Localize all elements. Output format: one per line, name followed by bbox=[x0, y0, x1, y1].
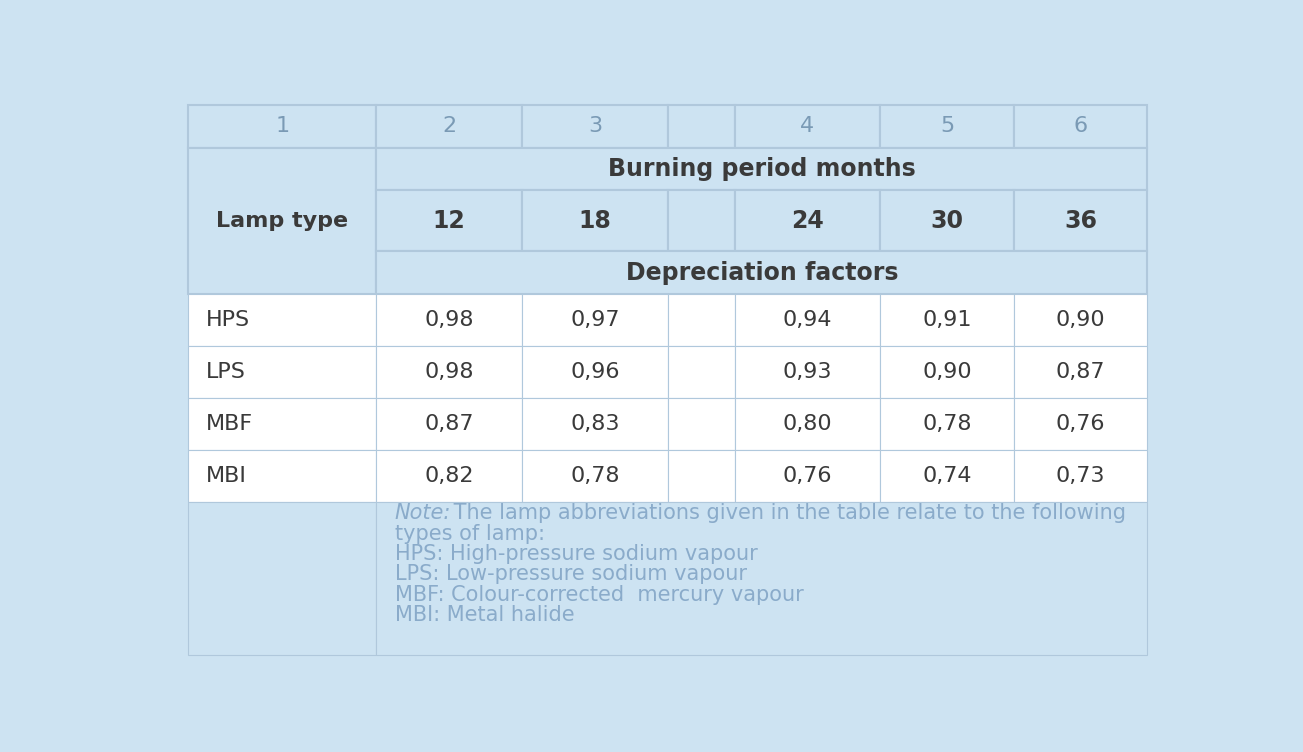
Text: The lamp abbreviations given in the table relate to the following: The lamp abbreviations given in the tabl… bbox=[447, 503, 1126, 523]
Bar bbox=[188, 502, 377, 655]
Text: 0,78: 0,78 bbox=[923, 414, 972, 434]
Bar bbox=[377, 450, 523, 502]
Bar bbox=[735, 190, 881, 251]
Bar bbox=[377, 251, 1148, 294]
Text: 18: 18 bbox=[579, 209, 611, 233]
Bar bbox=[1014, 398, 1148, 450]
Bar bbox=[1014, 450, 1148, 502]
Text: HPS: HPS bbox=[206, 310, 250, 330]
Text: 0,87: 0,87 bbox=[1055, 362, 1105, 382]
Bar bbox=[377, 398, 523, 450]
Bar bbox=[188, 450, 377, 502]
Bar bbox=[523, 450, 667, 502]
Text: 0,78: 0,78 bbox=[571, 466, 620, 486]
Text: 30: 30 bbox=[930, 209, 964, 233]
Text: 0,98: 0,98 bbox=[425, 362, 474, 382]
Text: 24: 24 bbox=[791, 209, 823, 233]
Bar bbox=[523, 105, 667, 147]
Bar bbox=[188, 398, 377, 450]
Text: 0,76: 0,76 bbox=[1055, 414, 1105, 434]
Bar bbox=[377, 502, 1148, 655]
Text: 6: 6 bbox=[1074, 116, 1088, 136]
Bar bbox=[377, 190, 523, 251]
Bar bbox=[1014, 294, 1148, 346]
Text: 12: 12 bbox=[433, 209, 465, 233]
Text: MBF: Colour-corrected  mercury vapour: MBF: Colour-corrected mercury vapour bbox=[395, 585, 803, 605]
Bar bbox=[881, 190, 1014, 251]
Text: 0,87: 0,87 bbox=[425, 414, 474, 434]
Text: 0,73: 0,73 bbox=[1055, 466, 1105, 486]
Text: 1: 1 bbox=[275, 116, 289, 136]
Bar bbox=[188, 346, 377, 398]
Text: HPS: High-pressure sodium vapour: HPS: High-pressure sodium vapour bbox=[395, 544, 757, 564]
Bar bbox=[523, 190, 667, 251]
Bar bbox=[188, 294, 377, 346]
Bar bbox=[881, 398, 1014, 450]
Bar bbox=[188, 105, 377, 147]
Bar bbox=[735, 294, 881, 346]
Text: 0,97: 0,97 bbox=[571, 310, 620, 330]
Bar bbox=[188, 147, 377, 294]
Bar bbox=[523, 398, 667, 450]
Text: 36: 36 bbox=[1065, 209, 1097, 233]
Text: MBF: MBF bbox=[206, 414, 253, 434]
Bar bbox=[881, 346, 1014, 398]
Text: LPS: LPS bbox=[206, 362, 246, 382]
Text: 0,93: 0,93 bbox=[783, 362, 833, 382]
Bar bbox=[377, 346, 523, 398]
Bar bbox=[667, 450, 735, 502]
Bar bbox=[1014, 346, 1148, 398]
Bar bbox=[881, 105, 1014, 147]
Text: 0,98: 0,98 bbox=[425, 310, 474, 330]
Bar bbox=[667, 294, 735, 346]
Text: MBI: MBI bbox=[206, 466, 248, 486]
Text: 0,90: 0,90 bbox=[923, 362, 972, 382]
Bar bbox=[667, 105, 735, 147]
Bar bbox=[735, 105, 881, 147]
Bar bbox=[735, 346, 881, 398]
Text: LPS: Low-pressure sodium vapour: LPS: Low-pressure sodium vapour bbox=[395, 564, 747, 584]
Bar bbox=[377, 294, 523, 346]
Text: Lamp type: Lamp type bbox=[216, 211, 348, 231]
Bar bbox=[881, 294, 1014, 346]
Text: 0,83: 0,83 bbox=[571, 414, 620, 434]
Bar bbox=[523, 346, 667, 398]
Text: Note:: Note: bbox=[395, 503, 451, 523]
Text: 2: 2 bbox=[442, 116, 456, 136]
Bar bbox=[881, 450, 1014, 502]
Bar bbox=[735, 450, 881, 502]
Text: 0,76: 0,76 bbox=[783, 466, 833, 486]
Bar bbox=[1014, 105, 1148, 147]
Text: MBI: Metal halide: MBI: Metal halide bbox=[395, 605, 575, 625]
Text: 0,91: 0,91 bbox=[923, 310, 972, 330]
Text: 0,90: 0,90 bbox=[1055, 310, 1105, 330]
Text: 0,80: 0,80 bbox=[783, 414, 833, 434]
Bar bbox=[1014, 190, 1148, 251]
Text: 3: 3 bbox=[588, 116, 602, 136]
Text: 0,82: 0,82 bbox=[425, 466, 474, 486]
Bar bbox=[735, 398, 881, 450]
Bar bbox=[667, 398, 735, 450]
Text: types of lamp:: types of lamp: bbox=[395, 523, 545, 544]
Text: 0,96: 0,96 bbox=[571, 362, 620, 382]
Text: 4: 4 bbox=[800, 116, 814, 136]
Text: 0,94: 0,94 bbox=[783, 310, 833, 330]
Bar bbox=[523, 294, 667, 346]
Bar bbox=[667, 346, 735, 398]
Text: 5: 5 bbox=[939, 116, 954, 136]
Text: 0,74: 0,74 bbox=[923, 466, 972, 486]
Bar bbox=[377, 105, 523, 147]
Text: Burning period months: Burning period months bbox=[609, 157, 916, 181]
Text: Depreciation factors: Depreciation factors bbox=[625, 261, 898, 285]
Bar bbox=[667, 190, 735, 251]
Bar bbox=[377, 147, 1148, 190]
